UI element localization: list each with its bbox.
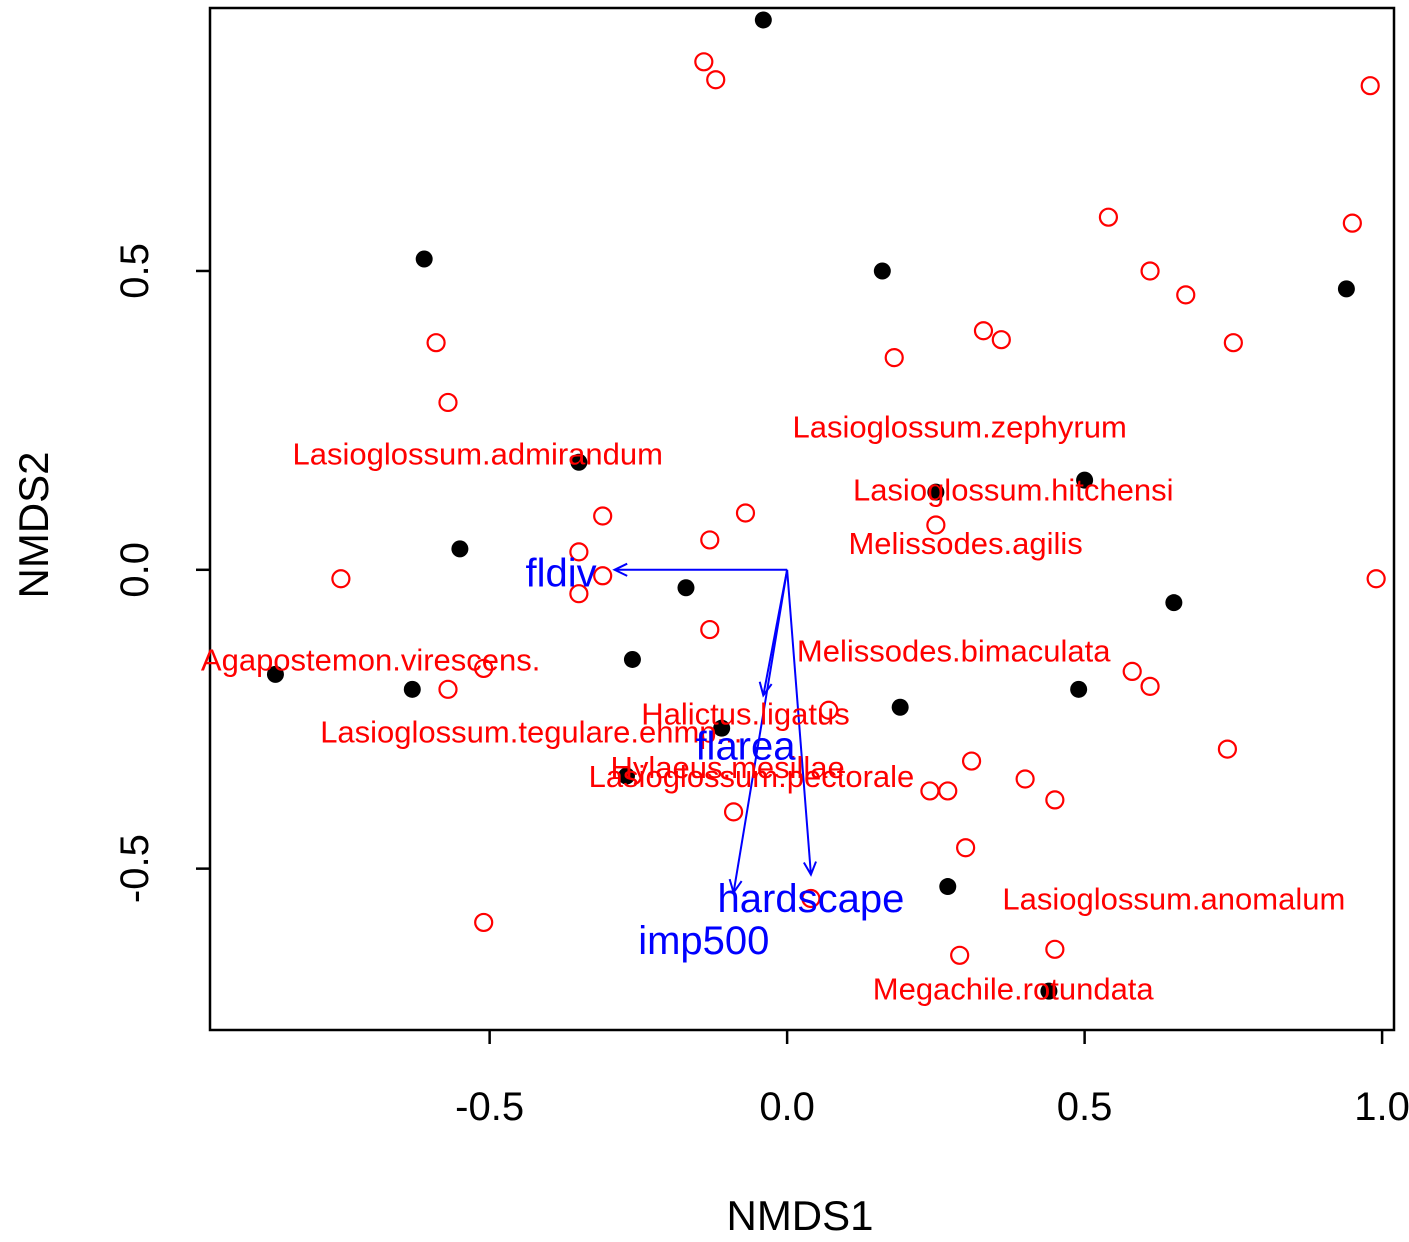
- species-point: [694, 52, 714, 72]
- vector-label-imp500: imp500: [638, 919, 769, 963]
- species-label: Lasioglossum.admirandum: [293, 436, 663, 471]
- site-point: [1070, 680, 1088, 698]
- vector-arrowhead-fldiv: [612, 562, 628, 577]
- vector-label-fldiv: fldiv: [525, 551, 596, 595]
- species-point: [331, 569, 351, 589]
- species-label: Lasioglossum.zephyrum: [793, 410, 1127, 445]
- vector-arrow-hardscape: [786, 569, 812, 875]
- species-label: Lasioglossum.pectorale: [589, 759, 915, 794]
- species-point: [1140, 261, 1160, 281]
- species-point: [926, 515, 946, 535]
- site-point: [451, 540, 469, 558]
- x-axis-label: NMDS1: [726, 1192, 873, 1237]
- species-point: [474, 912, 494, 933]
- species-point: [920, 781, 940, 801]
- species-point: [1223, 333, 1243, 353]
- species-point: [1098, 207, 1119, 227]
- species-point: [1342, 213, 1362, 233]
- species-point: [801, 888, 821, 909]
- species-point: [569, 584, 589, 604]
- y-tick-label: 0.0: [113, 542, 157, 598]
- species-point: [593, 506, 613, 526]
- y-tick-label: 0.5: [113, 243, 157, 299]
- x-tick-label: -0.5: [455, 1085, 524, 1129]
- vector-label-hardscape: hardscape: [718, 877, 905, 921]
- species-point: [426, 333, 446, 353]
- site-point: [677, 579, 695, 597]
- site-point: [623, 650, 641, 668]
- y-axis-label: NMDS2: [10, 451, 57, 598]
- species-point: [950, 945, 970, 965]
- species-point: [819, 700, 839, 720]
- species-point: [956, 838, 976, 858]
- vector-label-flarea: flarea: [695, 725, 796, 769]
- species-point: [1045, 790, 1065, 810]
- plot-frame: [208, 6, 1396, 1032]
- site-point: [1337, 280, 1355, 298]
- vector-arrowhead-flarea: [758, 681, 773, 698]
- vector-arrowhead-hardscape: [803, 861, 817, 877]
- species-point: [1122, 661, 1142, 682]
- species-point: [438, 679, 458, 699]
- site-point: [617, 767, 635, 785]
- vector-arrowhead-imp500: [728, 878, 743, 895]
- species-point: [1366, 569, 1386, 589]
- site-point: [266, 665, 284, 683]
- species-label: Melissodes.bimaculata: [797, 634, 1111, 669]
- species-label: Agapostemon.virescens.: [201, 643, 540, 678]
- site-point: [754, 11, 772, 29]
- y-tick-label: -0.5: [113, 834, 157, 903]
- species-point: [700, 530, 720, 550]
- site-point: [415, 250, 433, 268]
- species-label: Melissodes.agilis: [848, 526, 1082, 561]
- x-tick-label: 1.0: [1354, 1085, 1409, 1129]
- species-point: [569, 542, 589, 562]
- species-label: Lasioglossum.anomalum: [1002, 882, 1345, 917]
- site-point: [939, 878, 957, 896]
- species-point: [1360, 76, 1380, 96]
- site-point: [403, 680, 421, 698]
- species-point: [973, 321, 994, 341]
- species-label: Hylaeus.mesillae: [610, 750, 844, 785]
- vector-arrow-imp500: [732, 569, 789, 893]
- species-point: [735, 503, 756, 523]
- species-label: Lasioglossum.tegulare.ehmp...: [320, 714, 742, 749]
- species-point: [1140, 676, 1160, 696]
- x-tick-label: 0.0: [759, 1085, 815, 1129]
- site-point: [1040, 982, 1058, 1000]
- species-point: [991, 330, 1011, 350]
- species-label: Lasioglossum.hitchensi: [853, 472, 1174, 507]
- site-point: [1165, 594, 1183, 612]
- site-point: [713, 719, 731, 737]
- x-tick-label: 0.5: [1057, 1085, 1113, 1129]
- species-point: [474, 658, 494, 679]
- species-point: [438, 392, 458, 413]
- species-point: [593, 566, 613, 586]
- species-point: [1045, 939, 1065, 959]
- species-point: [1176, 285, 1196, 305]
- species-point: [706, 70, 726, 90]
- species-label: Megachile.rotundata: [873, 971, 1155, 1006]
- species-point: [961, 751, 982, 771]
- species-label: Halictus.ligatus: [641, 696, 849, 731]
- site-point: [1076, 471, 1094, 489]
- species-point: [700, 619, 720, 640]
- species-point: [938, 781, 958, 801]
- site-point: [873, 262, 891, 280]
- species-point: [723, 802, 744, 822]
- site-point: [570, 453, 588, 471]
- site-point: [891, 698, 909, 716]
- species-point: [884, 348, 904, 368]
- site-point: [927, 483, 945, 501]
- species-point: [1015, 769, 1035, 789]
- species-point: [1217, 739, 1238, 759]
